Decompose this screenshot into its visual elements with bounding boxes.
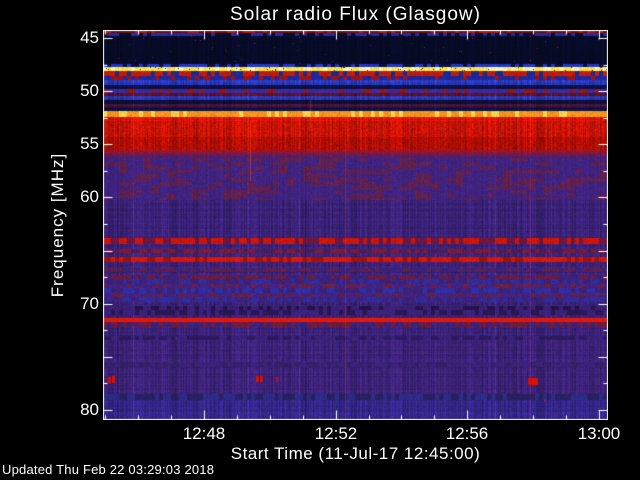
chart-title: Solar radio Flux (Glasgow) — [230, 4, 481, 25]
y-tick-label: 70 — [80, 294, 99, 313]
x-tick-label: 12:52 — [314, 424, 358, 443]
y-axis-label: Frequency [MHz] — [48, 152, 67, 298]
y-tick-label: 80 — [80, 400, 99, 419]
y-tick-label: 50 — [80, 81, 99, 100]
x-tick-label: 12:48 — [182, 424, 226, 443]
x-tick-label: 13:00 — [577, 424, 621, 443]
y-tick-label: 45 — [80, 28, 99, 47]
updated-timestamp: Updated Thu Feb 22 03:29:03 2018 — [2, 462, 215, 477]
x-axis-label: Start Time (11-Jul-17 12:45:00) — [230, 444, 481, 463]
x-tick-label: 12:56 — [445, 424, 489, 443]
y-tick-label: 55 — [80, 134, 99, 153]
spectrogram-canvas — [103, 30, 608, 420]
y-tick-label: 60 — [80, 187, 99, 206]
